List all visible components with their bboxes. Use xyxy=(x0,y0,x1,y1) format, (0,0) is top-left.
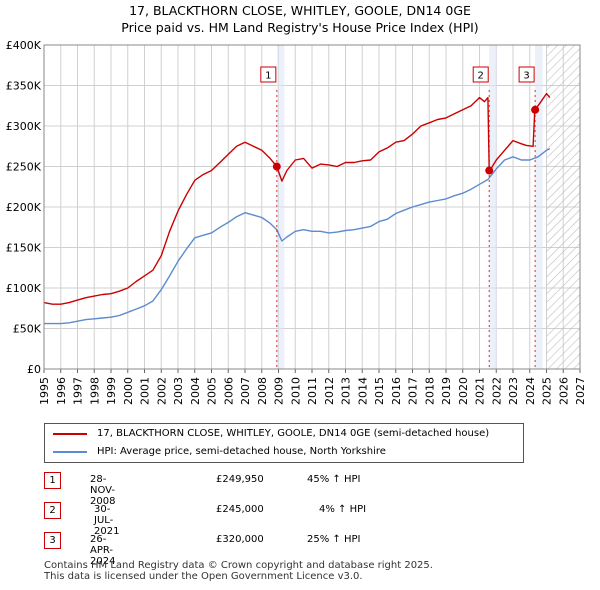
plot-frame xyxy=(43,44,581,370)
sale-hpi-diff: 4% ↑ HPI xyxy=(319,504,367,515)
y-tick-label: £0 xyxy=(27,363,41,376)
sale-hpi-diff: 25% ↑ HPI xyxy=(307,534,361,545)
x-tick-label: 2003 xyxy=(172,377,185,405)
sale-point xyxy=(485,166,494,175)
legend-label-property: 17, BLACKTHORN CLOSE, WHITLEY, GOOLE, DN… xyxy=(97,428,490,439)
footer-copyright: Contains HM Land Registry data © Crown c… xyxy=(44,560,433,571)
x-tick-label: 2006 xyxy=(222,377,235,405)
sale-label-number: 1 xyxy=(265,71,271,82)
sale-shade-band xyxy=(276,45,285,369)
x-tick-label: 2026 xyxy=(557,377,570,405)
y-tick-label: £250K xyxy=(6,161,42,174)
x-tick-label: 2027 xyxy=(574,377,587,405)
sale-point xyxy=(531,105,540,114)
x-tick-label: 2018 xyxy=(423,377,436,405)
chart-title: 17, BLACKTHORN CLOSE, WHITLEY, GOOLE, DN… xyxy=(129,3,471,18)
x-tick-label: 2005 xyxy=(206,377,219,405)
x-tick-label: 2012 xyxy=(323,377,336,405)
sale-shade-band xyxy=(535,45,543,369)
hpi-line xyxy=(44,148,551,325)
y-tick-label: £300K xyxy=(6,120,42,133)
x-tick-label: 2017 xyxy=(407,377,420,405)
sale-point xyxy=(272,162,281,171)
x-tick-label: 2020 xyxy=(457,377,470,405)
x-tick-label: 2008 xyxy=(256,377,269,405)
x-tick-label: 2014 xyxy=(356,377,369,405)
sale-label-box xyxy=(260,66,277,83)
y-tick-label: £100K xyxy=(6,282,42,295)
legend-swatch-hpi xyxy=(53,451,87,453)
sale-markers: 1 2 3 xyxy=(260,66,540,369)
sale-label-box xyxy=(472,66,489,83)
x-tick-label: 1995 xyxy=(38,377,51,405)
sale-date: 28-NOV-2008 xyxy=(90,474,116,507)
x-tick-label: 2013 xyxy=(340,377,353,405)
legend: 17, BLACKTHORN CLOSE, WHITLEY, GOOLE, DN… xyxy=(44,423,524,463)
footer-licence: This data is licensed under the Open Gov… xyxy=(44,571,363,582)
x-tick-label: 2000 xyxy=(122,377,135,405)
sale-shading xyxy=(276,45,580,369)
sale-label-number: 3 xyxy=(523,71,529,82)
axes: £0 £50K £100K £150K £200K £250K £300K £350K £400… xyxy=(6,39,587,405)
x-tick-label: 2022 xyxy=(490,377,503,405)
future-hatch xyxy=(546,45,580,369)
sale-label-box xyxy=(518,66,535,83)
sale-date: 26-APR-2024 xyxy=(90,534,116,567)
x-tick-label: 2015 xyxy=(373,377,386,405)
sale-date: 30-JUL-2021 xyxy=(94,504,120,537)
sale-label-number: 2 xyxy=(478,71,484,82)
x-tick-label: 1997 xyxy=(72,377,85,405)
y-tick-label: £200K xyxy=(6,201,42,214)
x-tick-label: 2021 xyxy=(474,377,487,405)
sale-price: £320,000 xyxy=(216,534,264,545)
sale-shade-band xyxy=(489,45,497,369)
sale-number-badge: 2 xyxy=(44,502,61,519)
chart-subtitle: Price paid vs. HM Land Registry's House … xyxy=(121,20,479,35)
sale-price: £245,000 xyxy=(216,504,264,515)
x-tick-label: 2002 xyxy=(155,377,168,405)
sale-number-badge: 1 xyxy=(44,472,61,489)
x-tick-label: 2009 xyxy=(273,377,286,405)
x-tick-label: 2025 xyxy=(541,377,554,405)
x-tick-label: 1998 xyxy=(88,377,101,405)
x-tick-label: 2001 xyxy=(139,377,152,405)
x-tick-label: 2023 xyxy=(507,377,520,405)
x-tick-label: 2010 xyxy=(289,377,302,405)
sale-number-badge: 3 xyxy=(44,532,61,549)
x-tick-label: 2019 xyxy=(440,377,453,405)
y-tick-label: £350K xyxy=(6,80,42,93)
x-tick-label: 2016 xyxy=(390,377,403,405)
x-tick-label: 1996 xyxy=(55,377,68,405)
sale-hpi-diff: 45% ↑ HPI xyxy=(307,474,361,485)
x-tick-label: 2004 xyxy=(189,377,202,405)
x-tick-label: 1999 xyxy=(105,377,118,405)
grid xyxy=(43,44,581,370)
price-chart: £0 £50K £100K £150K £200K £250K £300K £350K £400… xyxy=(6,39,587,405)
legend-swatch-property xyxy=(53,433,87,435)
sale-price: £249,950 xyxy=(216,474,264,485)
x-tick-label: 2011 xyxy=(306,377,319,405)
legend-label-hpi: HPI: Average price, semi-detached house,… xyxy=(97,446,386,457)
x-tick-label: 2024 xyxy=(524,377,537,405)
footer: Contains HM Land Registry data © Crown c… xyxy=(44,560,433,582)
x-tick-label: 2007 xyxy=(239,377,252,405)
y-tick-label: £400K xyxy=(6,39,42,52)
y-tick-label: £150K xyxy=(6,242,42,255)
y-tick-label: £50K xyxy=(13,323,42,336)
